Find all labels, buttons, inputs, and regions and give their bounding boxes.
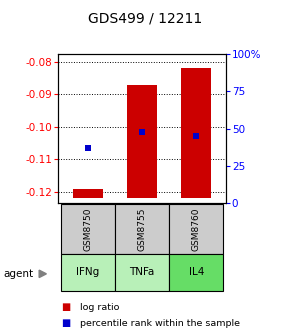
Bar — [115, 254, 169, 291]
Bar — [73, 188, 103, 198]
Bar — [169, 254, 224, 291]
Bar — [61, 204, 115, 254]
Bar — [182, 69, 211, 198]
Text: GDS499 / 12211: GDS499 / 12211 — [88, 12, 202, 26]
Bar — [169, 204, 224, 254]
Text: GSM8750: GSM8750 — [83, 207, 92, 251]
Text: ■: ■ — [61, 302, 70, 312]
Bar — [127, 85, 157, 198]
FancyArrow shape — [39, 270, 46, 278]
Text: percentile rank within the sample: percentile rank within the sample — [80, 319, 240, 328]
Text: IFNg: IFNg — [76, 267, 99, 278]
Bar — [115, 204, 169, 254]
Bar — [61, 254, 115, 291]
Text: ■: ■ — [61, 318, 70, 328]
Text: GSM8760: GSM8760 — [192, 207, 201, 251]
Text: TNFa: TNFa — [129, 267, 155, 278]
Text: IL4: IL4 — [189, 267, 204, 278]
Text: log ratio: log ratio — [80, 303, 119, 312]
Text: GSM8755: GSM8755 — [137, 207, 147, 251]
Text: agent: agent — [3, 269, 33, 279]
